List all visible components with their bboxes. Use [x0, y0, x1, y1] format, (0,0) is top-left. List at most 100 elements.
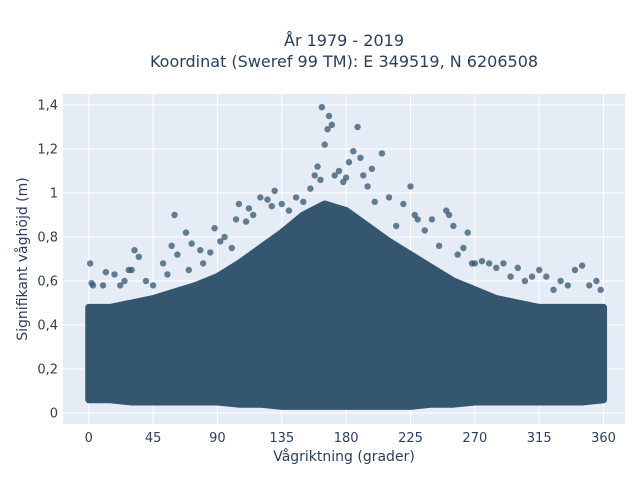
scatter-point [242, 218, 250, 225]
scatter-point [207, 249, 214, 256]
scatter-point [128, 266, 135, 274]
scatter-point [111, 271, 118, 278]
scatter-point [586, 282, 593, 289]
scatter-point [557, 277, 564, 285]
x-tick-label: 360 [591, 431, 616, 446]
scatter-point [314, 163, 321, 170]
x-tick-label: 315 [527, 431, 552, 446]
scatter-point [325, 112, 333, 120]
scatter-point [385, 194, 393, 201]
scatter-point [86, 260, 94, 267]
scatter-point [392, 222, 400, 230]
scatter-point [232, 216, 240, 223]
scatter-point [428, 216, 436, 223]
scatter-point [131, 247, 138, 254]
scatter-point [435, 242, 443, 249]
scatter-point [450, 222, 457, 230]
scatter-point [331, 172, 338, 179]
point-cloud [85, 200, 608, 410]
scatter-point [102, 269, 110, 276]
chart-title-line1: År 1979 - 2019 [284, 31, 404, 50]
scatter-point [159, 260, 167, 267]
x-axis-title: Vågriktning (grader) [273, 448, 415, 465]
y-axis-title: Signifikant våghöjd (m) [14, 177, 31, 340]
y-tick-label: 0,4 [37, 319, 58, 334]
scatter-point [99, 282, 107, 289]
y-tick-label: 1,4 [37, 99, 58, 114]
scatter-point [414, 216, 421, 223]
x-tick-labels: 0 45 90 135 180 225 270 315 360 [85, 431, 616, 446]
scatter-point [485, 260, 493, 267]
x-tick-label: 180 [334, 431, 359, 446]
scatter-point [300, 198, 307, 205]
scatter-point [350, 148, 357, 155]
scatter-point [360, 172, 367, 179]
scatter-point [221, 233, 228, 241]
chart-title-line2: Koordinat (Sweref 99 TM): E 349519, N 62… [150, 52, 538, 71]
x-tick-label: 270 [462, 431, 487, 446]
scatter-point [171, 211, 178, 219]
scatter-point [528, 273, 536, 280]
scatter-point [235, 200, 243, 208]
scatter-point [228, 244, 235, 252]
scatter-point [89, 282, 97, 289]
scatter-point [271, 187, 278, 194]
y-tick-label: 1,2 [37, 143, 58, 158]
scatter-point [142, 277, 150, 285]
scatter-point [564, 282, 571, 289]
scatter-point [217, 238, 224, 245]
scatter-point [342, 174, 350, 181]
scatter-point [478, 258, 486, 265]
scatter-point [324, 126, 331, 133]
scatter-point [368, 165, 376, 172]
scatter-point [264, 196, 271, 203]
scatter-point [135, 253, 142, 260]
scatter-point [378, 150, 386, 157]
y-tick-label: 1 [50, 187, 58, 202]
scatter-point [149, 282, 157, 289]
scatter-point [285, 207, 293, 214]
scatter-point [550, 286, 557, 293]
scatter-point [597, 286, 604, 293]
scatter-point [121, 277, 128, 285]
point-cloud-envelope [85, 200, 608, 410]
scatter-point [593, 277, 600, 285]
scatter-point [400, 200, 407, 208]
scatter-point [507, 273, 514, 280]
scatter-point [257, 194, 264, 201]
y-tick-label: 0 [50, 407, 58, 422]
scatter-point [188, 240, 195, 247]
scatter-point [117, 282, 124, 289]
scatter-point [292, 194, 300, 201]
scatter-point [354, 123, 361, 131]
scatter-point [364, 183, 371, 190]
scatter-point [168, 242, 175, 249]
scatter-point [335, 167, 343, 175]
scatter-point [321, 141, 328, 148]
scatter-point [185, 266, 193, 274]
scatter-point [164, 271, 171, 278]
scatter-point [328, 121, 336, 128]
scatter-point [174, 251, 181, 258]
scatter-point [317, 176, 324, 183]
x-tick-label: 225 [398, 431, 423, 446]
x-tick-label: 90 [209, 431, 226, 446]
y-tick-labels: 0 0,2 0,4 0,6 0,8 1 1,2 1,4 [37, 99, 58, 422]
scatter-point [357, 154, 364, 161]
scatter-point [421, 227, 428, 234]
scatter-point [199, 260, 207, 267]
y-tick-label: 0,6 [37, 275, 58, 290]
scatter-point [460, 244, 467, 252]
scatter-point [543, 273, 550, 280]
x-tick-label: 0 [85, 431, 93, 446]
scatter-point [493, 264, 500, 271]
y-tick-label: 0,2 [37, 363, 58, 378]
scatter-point [318, 104, 326, 111]
scatter-point [471, 260, 479, 267]
scatter-point [464, 229, 471, 236]
scatter-point [445, 211, 453, 219]
scatter-point [514, 264, 521, 271]
scatter-point [407, 183, 414, 190]
